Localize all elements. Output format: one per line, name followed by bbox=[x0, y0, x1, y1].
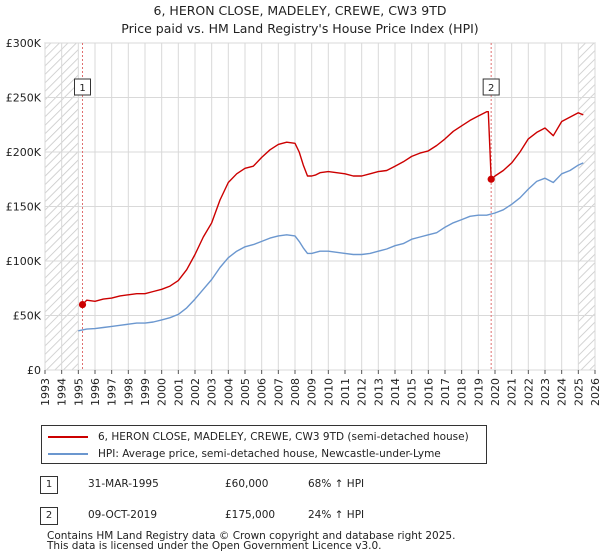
legend-swatch-property bbox=[48, 436, 88, 438]
x-tick-label: 1996 bbox=[89, 378, 102, 406]
annotation-label: 2 bbox=[488, 83, 494, 94]
x-tick-label: 2010 bbox=[322, 378, 335, 406]
transaction-price: £60,000 bbox=[225, 478, 269, 490]
legend-item-property: 6, HERON CLOSE, MADELEY, CREWE, CW3 9TD … bbox=[48, 429, 469, 445]
sale-marker bbox=[487, 175, 495, 183]
x-tick-label: 2018 bbox=[456, 378, 469, 406]
x-tick-label: 2000 bbox=[156, 378, 169, 406]
series-line bbox=[81, 110, 584, 306]
x-tick-label: 1995 bbox=[72, 378, 85, 406]
x-tick-label: 2015 bbox=[406, 378, 419, 406]
x-tick-label: 2016 bbox=[422, 378, 435, 406]
x-tick-label: 2022 bbox=[522, 378, 535, 406]
annotation-label: 1 bbox=[79, 83, 85, 94]
x-tick-label: 2019 bbox=[472, 378, 485, 406]
y-tick-label: £150K bbox=[6, 201, 42, 214]
y-tick-label: £0 bbox=[27, 364, 41, 377]
x-tick-label: 1994 bbox=[56, 378, 69, 406]
x-tick-label: 2002 bbox=[189, 378, 202, 406]
transaction-price: £175,000 bbox=[225, 509, 276, 521]
legend-label-property: 6, HERON CLOSE, MADELEY, CREWE, CW3 9TD … bbox=[98, 431, 469, 443]
x-tick-label: 2014 bbox=[389, 378, 402, 406]
transaction-date: 31-MAR-1995 bbox=[88, 478, 159, 490]
legend-label-hpi: HPI: Average price, semi-detached house,… bbox=[98, 448, 441, 460]
transaction-badge: 2 bbox=[40, 507, 58, 525]
x-tick-label: 2026 bbox=[589, 378, 600, 406]
x-tick-label: 1997 bbox=[106, 378, 119, 406]
x-tick-label: 2020 bbox=[489, 378, 502, 406]
x-tick-label: 2011 bbox=[339, 378, 352, 406]
x-tick-label: 2005 bbox=[239, 378, 252, 406]
transaction-date: 09-OCT-2019 bbox=[88, 509, 157, 521]
y-tick-label: £100K bbox=[6, 255, 42, 268]
series-line bbox=[78, 162, 584, 332]
y-tick-label: £50K bbox=[13, 310, 42, 323]
y-tick-label: £300K bbox=[6, 37, 42, 50]
y-tick-label: £200K bbox=[6, 146, 42, 159]
chart-subtitle: Price paid vs. HM Land Registry's House … bbox=[121, 21, 479, 36]
x-tick-label: 2001 bbox=[172, 378, 185, 406]
x-tick-label: 1993 bbox=[39, 378, 52, 406]
x-tick-label: 2009 bbox=[306, 378, 319, 406]
x-tick-label: 1998 bbox=[122, 378, 135, 406]
x-tick-label: 2004 bbox=[222, 378, 235, 406]
annotation-box bbox=[482, 78, 500, 96]
x-tick-label: 2008 bbox=[289, 378, 302, 406]
transaction-hpi-change: 24% ↑ HPI bbox=[308, 509, 365, 521]
x-tick-label: 2012 bbox=[356, 378, 369, 406]
x-tick-label: 2025 bbox=[572, 378, 585, 406]
legend-item-hpi: HPI: Average price, semi-detached house,… bbox=[48, 446, 441, 462]
x-tick-label: 2023 bbox=[539, 378, 552, 406]
x-tick-label: 2021 bbox=[506, 378, 519, 406]
sale-marker bbox=[78, 301, 87, 309]
footer-copyright: Contains HM Land Registry data © Crown c… bbox=[47, 530, 456, 542]
legend: 6, HERON CLOSE, MADELEY, CREWE, CW3 9TD … bbox=[41, 425, 487, 464]
x-tick-label: 1999 bbox=[139, 378, 152, 406]
y-tick-label: £250K bbox=[6, 92, 42, 105]
price-chart: 1 2 £0 £50K £100K £150K £200K £250K £300K 1993 1… bbox=[6, 37, 600, 406]
x-tick-label: 2006 bbox=[256, 378, 269, 406]
footer: Contains HM Land Registry data © Crown c… bbox=[47, 530, 456, 552]
x-tick-label: 2017 bbox=[439, 378, 452, 406]
x-tick-label: 2003 bbox=[206, 378, 219, 406]
transaction-badge: 1 bbox=[40, 476, 58, 494]
x-tick-label: 2024 bbox=[556, 378, 569, 406]
footer-licence: This data is licensed under the Open Gov… bbox=[47, 540, 382, 552]
x-tick-label: 2013 bbox=[372, 378, 385, 406]
x-tick-label: 2007 bbox=[272, 378, 285, 406]
transaction-hpi-change: 68% ↑ HPI bbox=[308, 478, 365, 490]
annotation-box bbox=[74, 78, 91, 96]
legend-swatch-hpi bbox=[48, 453, 88, 455]
chart-title: 6, HERON CLOSE, MADELEY, CREWE, CW3 9TD bbox=[153, 3, 447, 18]
